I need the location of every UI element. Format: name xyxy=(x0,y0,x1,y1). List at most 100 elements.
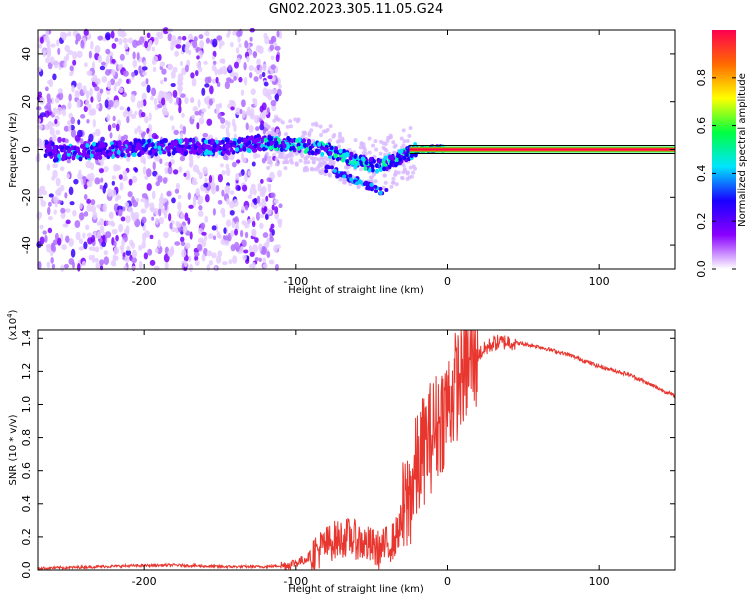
spectrogram-pixel xyxy=(230,106,235,111)
spectrogram-pixel xyxy=(159,91,165,96)
spectrogram-pixel xyxy=(348,173,353,178)
spectrogram-pixel xyxy=(83,28,89,36)
spectrogram-pixel xyxy=(61,108,66,117)
spectrogram-pixel xyxy=(174,188,180,194)
spectrogram-pixel xyxy=(143,60,147,67)
spectrogram-pixel xyxy=(198,172,203,180)
spectrogram-pixel xyxy=(220,238,226,246)
spectrogram-pixel xyxy=(176,96,180,105)
spectrogram-pixel xyxy=(189,263,193,273)
spectrogram-pixel xyxy=(56,106,63,116)
spectrogram-pixel xyxy=(392,150,397,155)
spectrogram-pixel xyxy=(260,178,264,184)
spectrogram-pixel xyxy=(49,127,55,136)
spectrogram-pixel xyxy=(156,31,162,37)
spectrogram-pixel xyxy=(221,170,227,176)
spectrogram-pixel xyxy=(87,103,92,112)
spectrogram-pixel xyxy=(127,191,133,198)
spectrogram-pixel xyxy=(232,255,238,264)
spectrogram-pixel xyxy=(138,65,142,74)
spectrogram-pixel xyxy=(94,45,101,54)
spectrogram-pixel xyxy=(266,160,271,165)
spectrogram-pixel xyxy=(378,151,383,156)
spectrogram-pixel xyxy=(177,194,182,199)
spectrogram-pixel xyxy=(94,177,101,185)
spectrogram-pixel xyxy=(107,188,113,198)
spectrogram-pixel xyxy=(373,184,378,189)
spectrogram-pixel xyxy=(315,165,320,170)
spectrogram-pixel xyxy=(231,161,237,168)
spectrogram-pixel xyxy=(175,44,182,49)
spectrogram-pixel xyxy=(39,185,46,191)
spectrogram-pixel xyxy=(99,259,105,266)
spectrogram-pixel xyxy=(146,32,151,39)
spectrogram-pixel xyxy=(206,118,213,126)
spectrogram-pixel xyxy=(80,114,86,119)
spectrogram-pixel xyxy=(200,112,204,118)
spectrogram-pixel xyxy=(90,40,94,50)
spectrogram-pixel xyxy=(235,172,240,181)
spectrogram-pixel xyxy=(394,182,399,187)
spectrogram-pixel xyxy=(192,106,198,112)
spectrogram-pixel xyxy=(132,51,136,60)
spectrogram-pixel xyxy=(103,256,110,266)
spectrogram-pixel xyxy=(45,102,52,110)
spectrogram-pixel xyxy=(110,220,115,226)
figure-title: GN02.2023.305.11.05.G24 xyxy=(269,2,444,17)
spectrogram-pixel xyxy=(215,255,222,264)
spectrogram-pixel xyxy=(46,93,51,101)
spectrogram-pixel xyxy=(267,185,272,193)
spectrogram-pixel xyxy=(53,60,59,69)
spectrogram-pixel xyxy=(246,55,250,63)
spectrogram-x-tick-label: -200 xyxy=(132,275,157,288)
spectrogram-pixel xyxy=(44,234,48,243)
spectrogram-pixel xyxy=(262,232,269,238)
spectrogram-pixel xyxy=(103,250,108,256)
spectrogram-pixel xyxy=(103,165,109,173)
spectrogram-pixel xyxy=(250,88,256,96)
spectrogram-pixel xyxy=(115,234,119,242)
spectrogram-pixel xyxy=(319,133,324,138)
spectrogram-pixel xyxy=(201,253,206,262)
spectrogram-pixel xyxy=(152,170,158,177)
spectrogram-pixel xyxy=(395,157,400,163)
spectrogram-pixel xyxy=(90,205,96,213)
spectrogram-pixel xyxy=(226,150,231,156)
spectrogram-pixel xyxy=(55,177,61,187)
spectrogram-pixel xyxy=(254,257,259,262)
spectrogram-pixel xyxy=(41,47,47,55)
spectrogram-pixel xyxy=(115,123,120,132)
spectrogram-pixel xyxy=(250,183,256,190)
spectrogram-pixel xyxy=(60,207,66,214)
spectrogram-pixel xyxy=(86,198,92,204)
spectrogram-pixel xyxy=(314,121,319,126)
spectrogram-pixel xyxy=(221,65,228,75)
spectrogram-pixel xyxy=(86,180,93,188)
spectrogram-pixel xyxy=(144,40,149,49)
spectrogram-pixel xyxy=(221,58,226,65)
spectrogram-pixel xyxy=(174,241,181,246)
spectrogram-pixel xyxy=(170,227,177,233)
spectrogram-pixel xyxy=(389,162,394,167)
spectrogram-pixel xyxy=(332,133,337,138)
spectrogram-pixel xyxy=(196,122,200,130)
spectrogram-pixel xyxy=(158,150,163,155)
spectrogram-pixel xyxy=(161,68,167,75)
spectrogram-pixel xyxy=(244,231,249,239)
spectrogram-pixel xyxy=(38,124,44,130)
spectrogram-pixel xyxy=(259,213,265,219)
spectrogram-pixel xyxy=(229,147,234,153)
spectrogram-pixel xyxy=(156,104,163,109)
spectrogram-pixel xyxy=(254,237,259,243)
snr-x-tick-label: -200 xyxy=(132,575,157,588)
spectrogram-pixel xyxy=(276,137,281,143)
spectrogram-pixel xyxy=(320,151,325,157)
spectrogram-pixel xyxy=(178,87,182,96)
spectrogram-pixel xyxy=(300,134,305,139)
spectrogram-pixel xyxy=(107,80,112,90)
spectrogram-pixel xyxy=(44,110,50,118)
spectrogram-pixel xyxy=(243,61,247,71)
spectrogram-pixel xyxy=(256,133,261,139)
spectrogram-pixel xyxy=(197,99,201,108)
spectrogram-pixel xyxy=(133,138,138,144)
